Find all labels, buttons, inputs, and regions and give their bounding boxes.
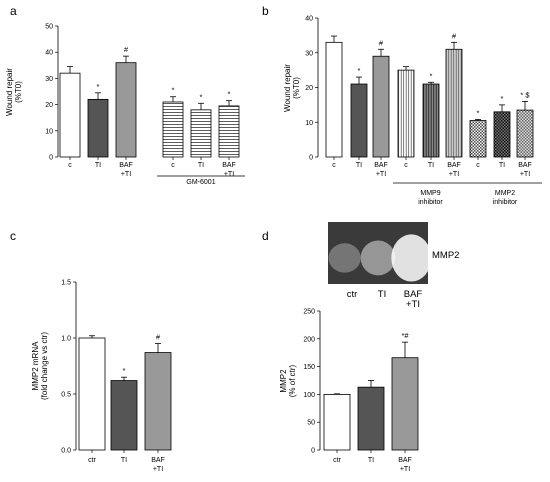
panel-c-y-tick-label: 0.5 <box>61 392 71 399</box>
panel-b-bar-annotation: # <box>379 38 384 47</box>
panel-a-category-label: TI <box>198 162 204 169</box>
panel-d-category-label: BAF +TI <box>398 457 412 473</box>
panel-b-bar <box>445 48 463 158</box>
panel-b-y-tick-label: 20 <box>305 85 313 92</box>
panel-c-bar-annotation: * <box>123 366 126 375</box>
panel-c-y-tick-label: 1.5 <box>61 280 71 287</box>
panel-a-category-label: TI <box>95 162 101 169</box>
panel-a-bar <box>115 62 137 158</box>
panel-d-y-axis-label: MMP2(% of ctr) <box>279 364 297 397</box>
panel-b-bar <box>493 111 511 158</box>
panel-b-bar <box>325 41 343 158</box>
panel-a-bar-annotation: * <box>97 82 100 91</box>
panel-c-letter: c <box>10 229 16 243</box>
panel-c-category-label: TI <box>121 457 127 464</box>
panel-b-category-label: TI <box>356 162 362 169</box>
panel-a-category-label: BAF +TI <box>222 162 236 178</box>
panel-d-bar <box>391 357 419 451</box>
panel-a-y-tick-label: 50 <box>45 24 53 31</box>
panel-a-group-label: GM-6001 <box>186 179 215 186</box>
panel-a-y-tick-label: 20 <box>45 102 53 109</box>
panel-b-y-tick-label: 0 <box>309 155 313 162</box>
panel-d-blot-lane-label: ctr <box>347 289 358 300</box>
panel-d-y-tick-label: 200 <box>303 336 315 343</box>
panel-b-y-tick-label: 10 <box>305 120 313 127</box>
panel-d-y-tick-label: 250 <box>303 309 315 316</box>
panel-b-y-tick-label: 30 <box>305 50 313 57</box>
panel-b-bar-annotation: * <box>430 71 433 80</box>
panel-b-y-axis-label: Wound repair(%T0) <box>283 64 301 112</box>
panel-a-y-axis-label: Wound repair(%T0) <box>5 68 23 116</box>
panel-a-y-tick-label: 40 <box>45 50 53 57</box>
panel-a-y-tick-label: 0 <box>49 155 53 162</box>
panel-d-category-label: ctr <box>333 457 341 464</box>
panel-c-bar-annotation: # <box>156 333 161 342</box>
panel-b-group-label: MMP9 inhibitor <box>418 190 443 206</box>
panel-a-bar-annotation: # <box>124 45 129 54</box>
panel-d-category-label: TI <box>368 457 374 464</box>
panel-b-bar-annotation: * $ <box>520 90 530 99</box>
panel-d-letter: d <box>262 229 269 243</box>
panel-b-category-label: c <box>476 162 480 169</box>
panel-a-bar <box>87 98 109 158</box>
panel-b-category-label: TI <box>499 162 505 169</box>
panel-d-y-tick-label: 50 <box>307 420 315 427</box>
panel-b-bar-annotation: # <box>452 31 457 40</box>
panel-b-category-label: TI <box>428 162 434 169</box>
panel-b-bar <box>516 109 534 158</box>
panel-d-bar-annotation: *# <box>401 331 409 340</box>
chart-layer: a 0 10 20 30 40 50 Wound repair(%T0) c * TI # BAF +TI… <box>5 4 542 473</box>
panel-d-bar <box>323 393 351 451</box>
panel-a-bar-annotation: * <box>200 92 203 101</box>
panel-a-category-label: c <box>68 162 72 169</box>
panel-a-category-label: c <box>171 162 175 169</box>
panel-b-category-label: c <box>404 162 408 169</box>
panel-a-bar-annotation: * <box>172 86 175 95</box>
panel-b-bar-annotation: * <box>477 108 480 117</box>
panel-b-bar <box>422 83 440 158</box>
panel-a-y-tick-label: 10 <box>45 128 53 135</box>
panel-b-y-tick-label: 40 <box>305 16 313 23</box>
panel-d-blot-label: MMP2 <box>432 250 459 261</box>
panel-c-bar <box>110 380 138 451</box>
panel-c-y-axis-label: MMP2 mRNA(fold change vs ctr) <box>31 332 49 400</box>
panel-b-bar <box>469 120 487 158</box>
panel-b-group-label: MMP2 inhibitor <box>493 190 518 206</box>
panel-a-bar <box>190 109 212 158</box>
panel-b-category-label: BAF +TI <box>518 162 532 178</box>
panel-d-bar <box>357 386 385 451</box>
panel-a-bar-annotation: * <box>228 90 231 99</box>
panel-a-y-tick-label: 30 <box>45 76 53 83</box>
panel-b-letter: b <box>262 4 269 18</box>
panel-b-bar-annotation: * <box>358 66 361 75</box>
panel-d-y-tick-label: 0 <box>311 448 315 455</box>
panel-d-blot-band <box>328 243 361 273</box>
panel-d-y-tick-label: 100 <box>303 392 315 399</box>
panel-a-category-label: BAF +TI <box>119 162 133 178</box>
panel-c-y-tick-label: 1.0 <box>61 336 71 343</box>
panel-b-bar-annotation: * <box>501 94 504 103</box>
panel-a-letter: a <box>10 4 17 18</box>
panel-c-bar <box>144 352 172 451</box>
panel-d-blot-lane-label: BAF +TI <box>404 289 423 310</box>
panel-a-bar <box>218 105 240 158</box>
panel-d-blot-band <box>391 234 432 282</box>
panel-b-category-label: BAF +TI <box>447 162 461 178</box>
panel-c-bar <box>78 337 106 451</box>
panel-b-category-label: c <box>332 162 336 169</box>
panel-d-blot-lane-label: TI <box>378 289 386 300</box>
panel-a-bar <box>162 101 184 158</box>
panel-c-category-label: BAF +TI <box>151 457 165 473</box>
panel-b-bar <box>350 83 368 158</box>
panel-b-bar <box>397 69 415 158</box>
panel-d-y-tick-label: 150 <box>303 364 315 371</box>
panel-c-y-tick-label: 0.0 <box>61 448 71 455</box>
panel-c-category-label: ctr <box>88 457 96 464</box>
panel-a-bar <box>59 72 81 158</box>
panel-b-category-label: BAF +TI <box>374 162 388 178</box>
panel-b-bar <box>372 55 390 158</box>
panel-d-blot-band <box>360 240 396 276</box>
